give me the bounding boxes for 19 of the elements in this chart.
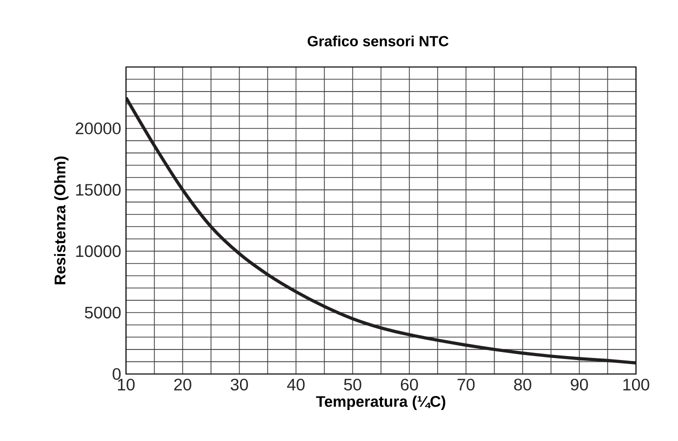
y-tick-label: 15000 <box>76 184 121 196</box>
x-tick-label: 80 <box>514 378 532 390</box>
x-tick-label: 100 <box>623 378 650 390</box>
x-tick-label: 10 <box>118 378 135 390</box>
chart-title: Grafico sensori NTC <box>308 36 448 46</box>
y-tick-label: 5000 <box>84 306 121 318</box>
y-tick-label: 0 <box>112 368 121 380</box>
x-tick-label: 50 <box>344 378 362 390</box>
x-tick-label: 40 <box>287 378 305 390</box>
y-tick-label: 10000 <box>76 245 121 258</box>
x-tick-label: 30 <box>230 378 248 390</box>
y-axis-title: Resistenza (Ohm) <box>54 156 68 284</box>
x-tick-label: 90 <box>570 378 588 390</box>
x-axis-title: Temperatura (¼C) <box>316 396 446 410</box>
x-tick-label: 20 <box>174 378 192 390</box>
y-tick-label: 20000 <box>76 122 121 134</box>
x-tick-label: 70 <box>458 378 475 390</box>
x-tick-label: 60 <box>400 378 418 390</box>
line-series <box>126 96 636 365</box>
